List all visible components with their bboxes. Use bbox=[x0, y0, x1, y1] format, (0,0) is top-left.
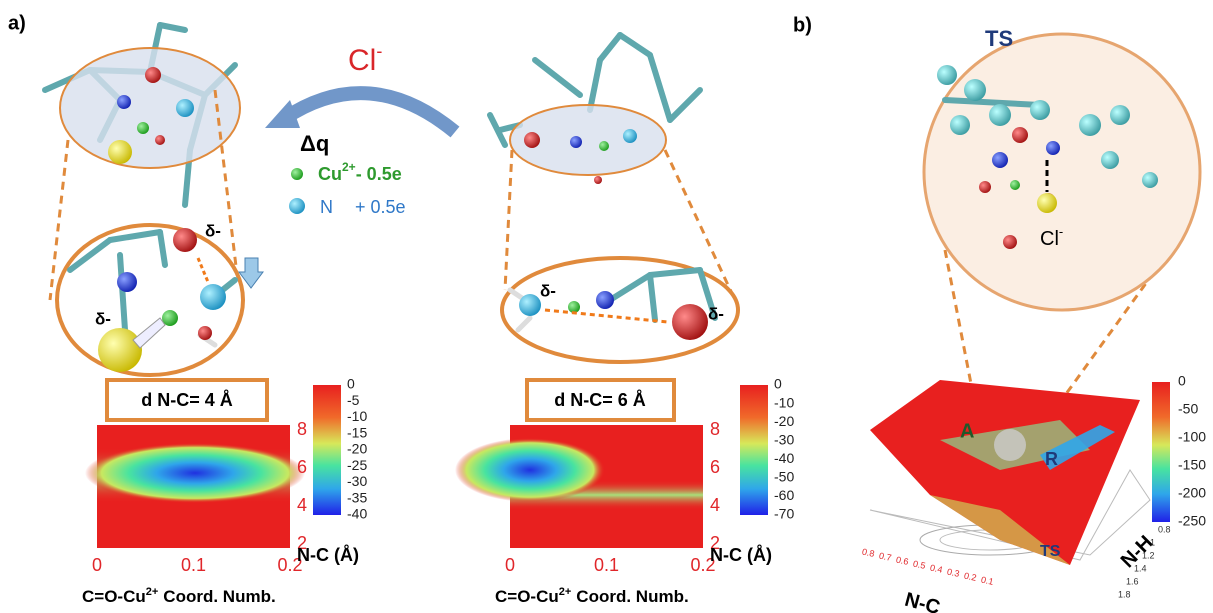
x-tick-label: 0.2 bbox=[963, 570, 977, 582]
delta: - 0.5e bbox=[356, 164, 402, 184]
species: Cu bbox=[318, 164, 342, 184]
delta-label: δ- bbox=[95, 309, 111, 328]
label-base: C=O-Cu bbox=[82, 587, 146, 606]
x-tick-label: 0.6 bbox=[895, 554, 909, 566]
ts-label: TS bbox=[985, 26, 1013, 51]
colorbar-tick: -150 bbox=[1178, 457, 1206, 473]
x-tick-label: 0.3 bbox=[946, 566, 960, 578]
label-rest: Coord. Numb. bbox=[163, 587, 275, 606]
x-tick-label: 0.4 bbox=[929, 562, 943, 574]
colorbar-tick: -70 bbox=[774, 506, 794, 522]
figure: a) δ- δ- δ- d N-C= 4 Å Cl- Δq bbox=[0, 0, 1213, 613]
zoom-right bbox=[502, 258, 738, 362]
surface-label: R bbox=[1045, 449, 1058, 469]
delta-label: δ- bbox=[540, 281, 556, 300]
y-tick-label: 1.6 bbox=[1126, 576, 1139, 586]
x-tick-label: 0.1 bbox=[594, 555, 619, 575]
colorbar-tick: -200 bbox=[1178, 485, 1206, 501]
anion-label: Cl- bbox=[348, 41, 382, 77]
colorbar-tick: -20 bbox=[774, 413, 794, 429]
anion-charge: - bbox=[376, 41, 382, 61]
surface-label: TS bbox=[1040, 543, 1061, 560]
molecule-right bbox=[490, 35, 700, 184]
delta-label: δ- bbox=[217, 259, 233, 278]
y-tick-label: 1 bbox=[1150, 537, 1155, 547]
label-sup: 2+ bbox=[559, 586, 572, 598]
cu-icon bbox=[291, 168, 303, 180]
axis-title: N-C (Å) bbox=[297, 545, 359, 565]
colorbar-tick: -30 bbox=[347, 473, 367, 489]
colorbar-tick: -25 bbox=[347, 457, 367, 473]
arrow bbox=[285, 93, 455, 132]
y-tick-label: 6 bbox=[710, 457, 720, 477]
colorbar-tick: -20 bbox=[347, 441, 367, 457]
y-tick-label: 8 bbox=[297, 419, 307, 439]
colorbar-tick: -10 bbox=[774, 394, 794, 410]
colorbar-tick: -50 bbox=[774, 469, 794, 485]
y-tick-label: 1.8 bbox=[1118, 589, 1131, 599]
y-tick-label: 1.4 bbox=[1134, 563, 1147, 573]
legend-n: N + 0.5e bbox=[320, 197, 406, 217]
colorbar-tick: -5 bbox=[347, 392, 360, 408]
colorbar-tick: 0 bbox=[347, 376, 355, 392]
x-tick-label: 0 bbox=[92, 555, 102, 575]
surface-label: A bbox=[960, 420, 974, 442]
x-tick-label: 0.7 bbox=[878, 550, 892, 562]
legend-cu: Cu2+- 0.5e bbox=[318, 160, 402, 184]
x-tick-label: 0.5 bbox=[912, 558, 926, 570]
colorbar-tick: -60 bbox=[774, 487, 794, 503]
delta-label: δ- bbox=[205, 221, 221, 240]
colorbar-tick: 0 bbox=[1178, 373, 1186, 389]
y-tick-label: 0.8 bbox=[1158, 524, 1171, 534]
colorbar-tick: -10 bbox=[347, 408, 367, 424]
y-tick-label: 4 bbox=[710, 495, 720, 515]
colorbar-tick: -100 bbox=[1178, 429, 1206, 445]
distance-label: d N-C= 6 Å bbox=[554, 390, 646, 410]
y-tick-label: 4 bbox=[297, 495, 307, 515]
colorbar-tick: -50 bbox=[1178, 401, 1198, 417]
colorbar-tick: -40 bbox=[774, 450, 794, 466]
molecule-left bbox=[45, 25, 240, 205]
panel-label: b) bbox=[793, 14, 812, 36]
axis-title: C=O-Cu2+ Coord. Numb. bbox=[82, 586, 276, 607]
axis-title: N-C (Å) bbox=[710, 545, 772, 565]
colorbar-tick: -35 bbox=[347, 489, 367, 505]
label-base: C=O-Cu bbox=[495, 587, 559, 606]
label-rest: Coord. Numb. bbox=[576, 587, 688, 606]
distance-label: d N-C= 4 Å bbox=[141, 390, 233, 410]
n-icon bbox=[289, 198, 305, 214]
axis-title: N-C bbox=[902, 589, 942, 613]
colorbar bbox=[1152, 382, 1170, 522]
delta: + 0.5e bbox=[355, 197, 406, 217]
y-tick-label: 6 bbox=[297, 457, 307, 477]
x-tick-label: 0 bbox=[505, 555, 515, 575]
delta-label: δ- bbox=[708, 304, 724, 323]
colorbar-tick: -40 bbox=[347, 506, 367, 522]
anion-base: Cl bbox=[348, 44, 376, 77]
panel-label: a) bbox=[8, 12, 26, 34]
anion-base: Cl bbox=[1040, 228, 1059, 250]
delta-q: Δq bbox=[300, 131, 329, 156]
species: N bbox=[320, 197, 333, 217]
ts-zoom bbox=[924, 34, 1200, 310]
label-sup: 2+ bbox=[146, 586, 159, 598]
heatmap-right bbox=[455, 425, 703, 548]
colorbar bbox=[740, 385, 768, 515]
charge: 2+ bbox=[342, 160, 356, 174]
heatmap-left bbox=[85, 425, 305, 548]
colorbar-tick: -250 bbox=[1178, 513, 1206, 529]
colorbar-tick: -15 bbox=[347, 424, 367, 440]
surface bbox=[870, 380, 1150, 565]
x-tick-label: 0.8 bbox=[861, 546, 875, 558]
axis-title: C=O-Cu2+ Coord. Numb. bbox=[495, 586, 689, 607]
colorbar-tick: -30 bbox=[774, 431, 794, 447]
y-tick-label: 8 bbox=[710, 419, 720, 439]
x-tick-label: 0.1 bbox=[980, 574, 994, 586]
colorbar bbox=[313, 385, 341, 515]
anion-charge: - bbox=[1059, 224, 1063, 239]
zoom-left bbox=[57, 225, 263, 375]
x-tick-label: 0.1 bbox=[181, 555, 206, 575]
colorbar-tick: 0 bbox=[774, 376, 782, 392]
y-tick-label: 1.2 bbox=[1142, 550, 1155, 560]
